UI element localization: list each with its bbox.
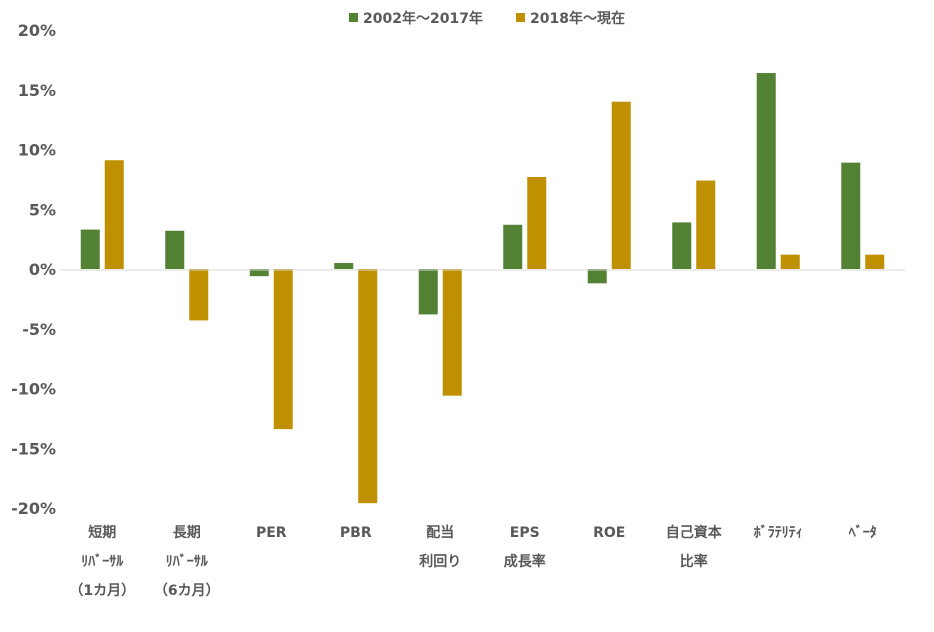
bar-series2-6 — [611, 101, 631, 269]
x-tick-label: （6カ月） — [154, 583, 220, 599]
bar-series1-4 — [418, 269, 438, 315]
x-tick-label: ROE — [593, 525, 625, 541]
x-tick-label: ﾎﾞﾗﾃﾘﾃｨ — [754, 524, 803, 541]
legend-label-1: 2002年～2017年 — [363, 10, 483, 27]
bar-series2-7 — [696, 180, 716, 269]
bar-series2-5 — [527, 176, 547, 269]
x-tick-label: 自己資本 — [666, 524, 723, 541]
bars — [80, 73, 885, 504]
x-tick-label: 利回り — [419, 553, 461, 570]
y-tick-label: 10% — [18, 141, 56, 160]
bar-series1-7 — [672, 222, 692, 269]
bar-series1-0 — [80, 229, 100, 269]
x-tick-label: PBR — [340, 525, 372, 541]
y-tick-label: -10% — [11, 380, 56, 399]
bar-series1-5 — [503, 224, 523, 269]
x-tick-label: （1カ月） — [69, 583, 135, 599]
x-tick-label: ﾍﾞｰﾀ — [848, 524, 877, 541]
bar-series2-2 — [273, 269, 293, 430]
bar-series2-1 — [189, 269, 209, 321]
x-tick-label: 比率 — [680, 553, 708, 570]
x-tick-label: ﾘﾊﾞｰｻﾙ — [81, 553, 124, 570]
y-tick-label: 0% — [29, 260, 56, 279]
bar-series1-1 — [165, 230, 185, 269]
x-tick-label: 短期 — [88, 524, 116, 541]
legend-swatch-2 — [516, 13, 525, 22]
y-tick-label: 15% — [18, 81, 56, 100]
y-tick-label: 5% — [29, 200, 56, 219]
bar-series1-9 — [841, 162, 861, 269]
bar-series1-2 — [249, 269, 269, 277]
x-tick-label: EPS — [510, 525, 540, 541]
x-tick-label: 長期 — [173, 525, 201, 541]
bar-series2-9 — [865, 254, 885, 269]
x-tick-label: 成長率 — [504, 553, 546, 570]
y-tick-label: -15% — [11, 439, 56, 458]
bar-series2-0 — [104, 160, 124, 269]
y-tick-label: 20% — [18, 21, 56, 40]
legend: 2002年～2017年 2018年～現在 — [349, 10, 625, 27]
x-tick-label: ﾘﾊﾞｰｻﾙ — [166, 553, 209, 570]
y-axis: 20% 15% 10% 5% 0% -5% -10% -15% -20% — [11, 21, 56, 518]
bar-series1-3 — [334, 263, 354, 269]
bar-series2-4 — [442, 269, 462, 396]
legend-label-2: 2018年～現在 — [530, 10, 625, 27]
bar-series2-8 — [780, 254, 800, 269]
bar-series1-8 — [756, 73, 776, 270]
legend-swatch-1 — [349, 13, 358, 22]
y-tick-label: -20% — [11, 499, 56, 518]
x-tick-label: 配当 — [426, 524, 454, 541]
x-tick-label: PER — [256, 525, 287, 541]
bar-series1-6 — [587, 269, 607, 284]
y-tick-label: -5% — [22, 320, 56, 339]
bar-series2-3 — [358, 269, 378, 504]
